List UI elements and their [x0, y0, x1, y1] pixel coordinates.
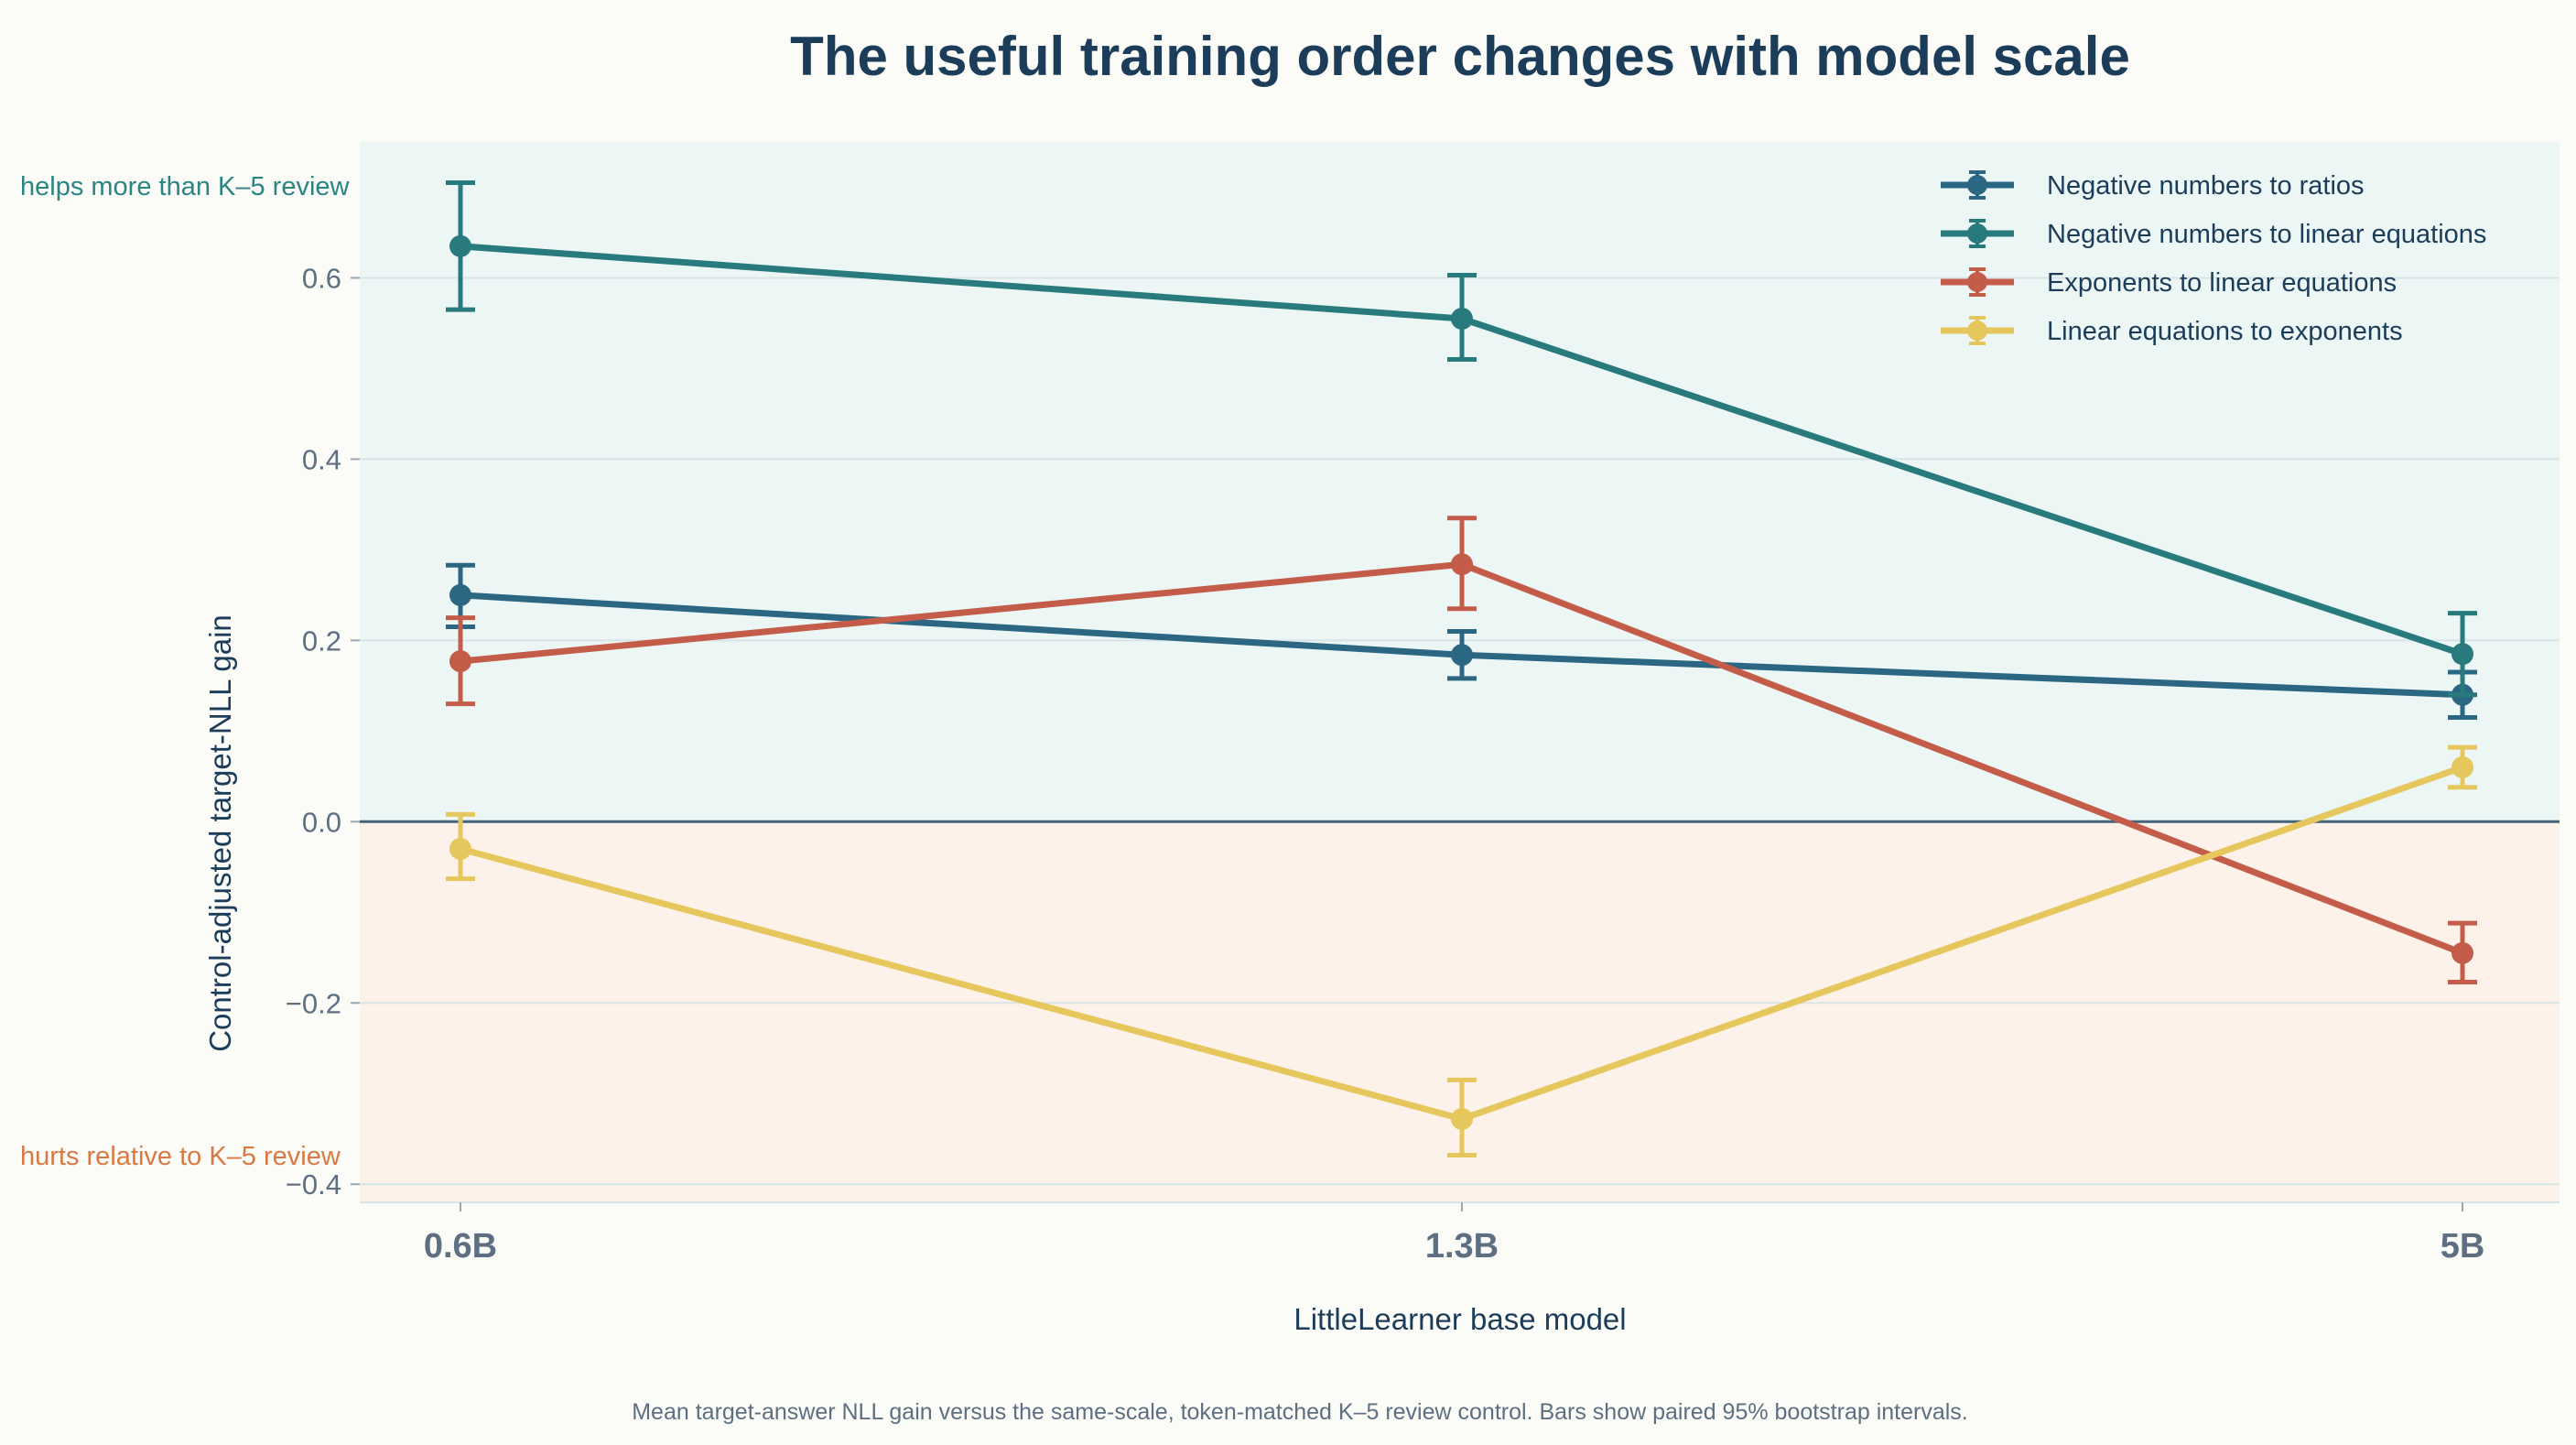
data-point [2452, 755, 2473, 778]
data-point [2452, 643, 2473, 666]
y-tick-label: 0.0 [302, 806, 341, 838]
data-point [2452, 941, 2473, 964]
x-tick-label: 0.6B [424, 1227, 497, 1266]
chart-title: The useful training order changes with m… [790, 26, 2130, 87]
positive-region [360, 142, 2560, 822]
x-tick-label: 5B [2441, 1227, 2485, 1266]
x-axis-label: LittleLearner base model [1293, 1302, 1626, 1336]
legend-entry: Negative numbers to ratios [1941, 170, 2365, 201]
y-tick-label: 0.2 [302, 625, 341, 657]
legend-label: Negative numbers to linear equations [2047, 220, 2486, 249]
data-point [1451, 1107, 1473, 1130]
y-tick-label: −0.4 [286, 1168, 341, 1201]
series-negative-numbers-to-linear-equations [446, 180, 2477, 698]
legend-entry: Linear equations to exponents [1941, 316, 2403, 346]
negative-region-label: hurts relative to K–5 review [20, 1142, 341, 1171]
series-linear-equations-to-exponents [446, 744, 2477, 1158]
data-point [449, 234, 471, 257]
legend-swatch-marker [1967, 272, 1987, 292]
data-point [449, 650, 471, 673]
legend-swatch-marker [1967, 175, 1987, 195]
legend-entry: Negative numbers to linear equations [1941, 219, 2486, 249]
y-axis-label: Control-adjusted target-NLL gain [203, 614, 237, 1052]
y-tick-label: 0.4 [302, 443, 341, 475]
y-tick-label: 0.6 [302, 262, 341, 294]
legend-swatch-marker [1967, 223, 1987, 244]
legend-label: Linear equations to exponents [2047, 317, 2403, 346]
series-layer [446, 180, 2477, 1158]
series-exponents-to-linear-equations [446, 516, 2477, 984]
legend-label: Exponents to linear equations [2047, 268, 2397, 298]
positive-region-label: helps more than K–5 review [20, 172, 351, 201]
data-point [449, 838, 471, 860]
x-tick-label: 1.3B [1425, 1227, 1499, 1266]
data-point [1451, 644, 1473, 667]
legend-label: Negative numbers to ratios [2047, 171, 2365, 201]
legend-entry: Exponents to linear equations [1941, 267, 2397, 298]
x-axis-ticks: 0.6B 1.3B 5B [424, 1202, 2484, 1266]
data-point [1451, 308, 1473, 330]
y-axis-ticks: −0.4 −0.2 0.0 0.2 0.4 0.6 [286, 262, 360, 1201]
y-tick-label: −0.2 [286, 987, 341, 1019]
legend: Negative numbers to ratios Negative numbe… [1941, 170, 2486, 346]
data-point [1451, 553, 1473, 576]
chart-caption: Mean target-answer NLL gain versus the s… [632, 1399, 1968, 1425]
data-point [449, 583, 471, 606]
legend-swatch-marker [1967, 321, 1987, 341]
